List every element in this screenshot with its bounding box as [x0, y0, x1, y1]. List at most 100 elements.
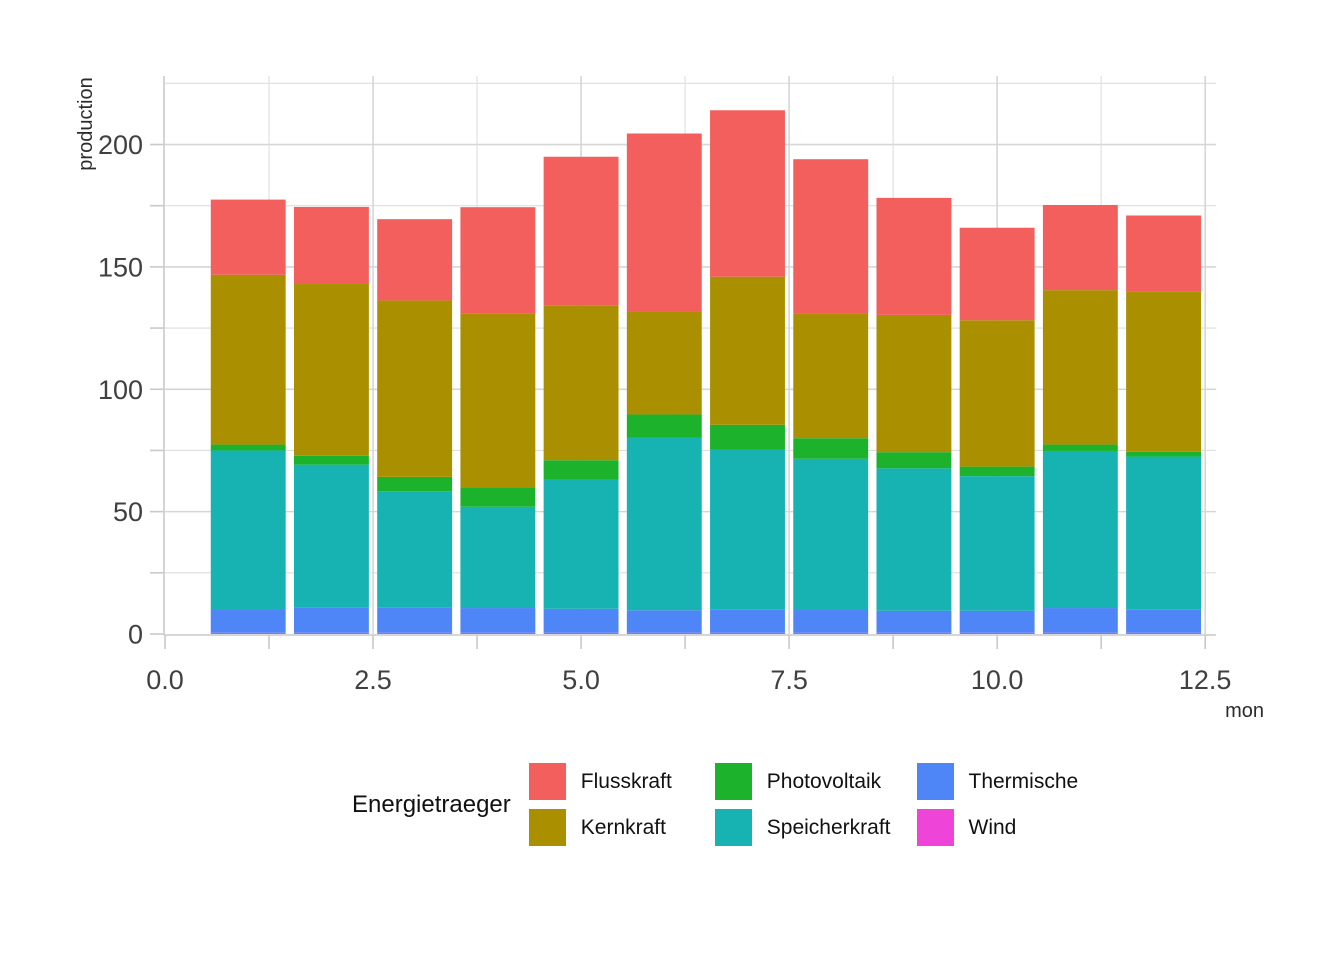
- bar-1-wind: [210, 632, 286, 634]
- y-tick-label: 50: [113, 497, 143, 527]
- x-tick-label: 12.5: [1179, 665, 1232, 695]
- bar-1-photovoltaik: [210, 444, 286, 451]
- bar-10-speicherkraft: [959, 476, 1035, 611]
- bar-11-flusskraft: [1042, 204, 1118, 291]
- bar-1-thermische: [210, 609, 286, 633]
- bar-1-flusskraft: [210, 199, 286, 275]
- x-tick-label: 10.0: [971, 665, 1024, 695]
- bar-8-kernkraft: [793, 313, 869, 439]
- legend-label: Speicherkraft: [766, 815, 891, 839]
- bar-5-speicherkraft: [543, 479, 619, 609]
- y-tick-label: 150: [98, 252, 143, 282]
- x-tick-label: 2.5: [354, 665, 392, 695]
- y-tick-label: 100: [98, 375, 143, 405]
- bar-5-kernkraft: [543, 305, 619, 461]
- bar-7-flusskraft: [710, 110, 785, 277]
- bar-4-thermische: [460, 608, 536, 633]
- bar-3-speicherkraft: [377, 491, 453, 608]
- bar-4-photovoltaik: [460, 487, 536, 507]
- bar-2-photovoltaik: [293, 455, 369, 465]
- bar-6-wind: [626, 632, 702, 634]
- x-tick-label: 5.0: [562, 665, 600, 695]
- legend-label: Flusskraft: [580, 769, 672, 793]
- bar-3-kernkraft: [377, 300, 453, 477]
- legend-title: Energietraeger: [352, 790, 511, 818]
- legend: Energietraeger Flusskraft Kernkraft Photov…: [352, 763, 1078, 846]
- bar-2-wind: [293, 632, 369, 634]
- bar-10-photovoltaik: [959, 466, 1035, 477]
- bar-9-wind: [876, 632, 952, 634]
- x-tick-label: 0.0: [146, 665, 184, 695]
- legend-label: Thermische: [968, 769, 1079, 793]
- bar-7-kernkraft: [710, 276, 785, 425]
- bar-9-kernkraft: [876, 314, 952, 453]
- y-axis-title: production: [75, 77, 97, 170]
- legend-swatch-thermische: [916, 763, 954, 800]
- bar-5-flusskraft: [543, 156, 619, 306]
- bar-9-flusskraft: [876, 197, 952, 315]
- bar-6-thermische: [626, 610, 702, 633]
- legend-label: Wind: [968, 815, 1017, 839]
- bar-5-wind: [543, 632, 619, 634]
- bar-8-speicherkraft: [793, 458, 869, 611]
- bar-12-photovoltaik: [1126, 451, 1202, 457]
- y-tick-label: 0: [128, 620, 143, 650]
- bar-10-flusskraft: [959, 227, 1035, 321]
- bar-7-photovoltaik: [710, 424, 785, 450]
- bar-11-speicherkraft: [1042, 450, 1118, 609]
- legend-item-photovoltaik: Photovoltaik: [714, 763, 891, 800]
- bar-4-wind: [460, 632, 536, 634]
- bar-3-photovoltaik: [377, 476, 453, 492]
- legend-label: Kernkraft: [580, 815, 666, 839]
- bar-8-flusskraft: [793, 159, 869, 314]
- bar-9-photovoltaik: [876, 452, 952, 469]
- bar-12-flusskraft: [1126, 215, 1202, 292]
- legend-item-wind: Wind: [916, 809, 1079, 846]
- legend-item-flusskraft: Flusskraft: [528, 763, 689, 800]
- bar-4-speicherkraft: [460, 506, 536, 609]
- bar-2-thermische: [293, 607, 369, 633]
- bar-3-thermische: [377, 607, 453, 633]
- bar-10-kernkraft: [959, 320, 1035, 467]
- legend-label: Photovoltaik: [766, 769, 882, 793]
- bar-11-kernkraft: [1042, 290, 1118, 445]
- bar-2-kernkraft: [293, 284, 369, 456]
- bar-12-thermische: [1126, 609, 1202, 633]
- bar-6-speicherkraft: [626, 437, 702, 611]
- bar-9-speicherkraft: [876, 468, 952, 611]
- bar-7-thermische: [710, 609, 785, 633]
- bar-7-speicherkraft: [710, 449, 785, 610]
- bar-11-photovoltaik: [1042, 444, 1118, 451]
- bar-12-kernkraft: [1126, 291, 1202, 452]
- legend-swatch-photovoltaik: [714, 763, 752, 800]
- legend-swatch-speicherkraft: [714, 809, 752, 846]
- bar-2-speicherkraft: [293, 464, 369, 608]
- bar-8-wind: [793, 632, 869, 634]
- bar-10-thermische: [959, 610, 1035, 633]
- legend-swatch-kernkraft: [528, 809, 566, 846]
- bar-8-thermische: [793, 610, 869, 633]
- legend-item-thermische: Thermische: [916, 763, 1079, 800]
- bar-6-kernkraft: [626, 311, 702, 415]
- bar-12-speicherkraft: [1126, 456, 1202, 610]
- bar-11-thermische: [1042, 608, 1118, 633]
- bar-1-kernkraft: [210, 274, 286, 445]
- bar-5-photovoltaik: [543, 460, 619, 480]
- bar-6-photovoltaik: [626, 414, 702, 438]
- bar-11-wind: [1042, 632, 1118, 634]
- legend-swatch-flusskraft: [528, 763, 566, 800]
- bar-9-thermische: [876, 610, 952, 633]
- bar-2-flusskraft: [293, 206, 369, 285]
- legend-swatch-wind: [916, 809, 954, 846]
- bar-12-wind: [1126, 632, 1202, 634]
- bar-6-flusskraft: [626, 133, 702, 312]
- y-tick-label: 200: [98, 130, 143, 160]
- bar-1-speicherkraft: [210, 450, 286, 610]
- bar-3-flusskraft: [377, 219, 453, 301]
- legend-item-speicherkraft: Speicherkraft: [714, 809, 891, 846]
- bar-10-wind: [959, 632, 1035, 634]
- bar-5-thermische: [543, 608, 619, 633]
- x-tick-label: 7.5: [770, 665, 808, 695]
